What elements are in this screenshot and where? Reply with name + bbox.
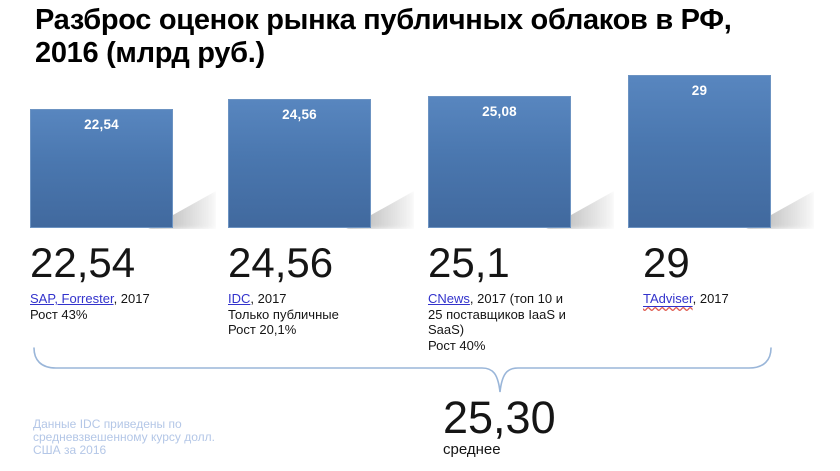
source-note: Рост 43% bbox=[30, 306, 88, 322]
bar-value-label: 29 bbox=[691, 83, 708, 98]
source-note: Только публичные bbox=[228, 306, 339, 322]
page-title-line-2: 2016 (млрд руб.) bbox=[35, 37, 265, 69]
footnote: Данные IDC приведены по средневзвешенном… bbox=[33, 418, 215, 457]
chart-bar-tadviser: 29 bbox=[628, 75, 771, 228]
source-note: Рост 40% bbox=[428, 337, 486, 353]
page-title: Разброс оценок рынка публичных облаков в… bbox=[35, 4, 732, 70]
spellcheck-underline: TAdviser bbox=[643, 291, 693, 306]
chart-bar-cnews: 25,08 bbox=[428, 96, 571, 228]
source-link-cnews[interactable]: CNews bbox=[428, 291, 470, 306]
source-year: , 2017 bbox=[250, 291, 287, 306]
source-year: , 2017 bbox=[692, 291, 729, 306]
bar-value-label: 24,56 bbox=[282, 107, 317, 122]
average-brace bbox=[33, 347, 772, 393]
source-block-idc: IDC, 2017 Только публичные Рост 20,1% bbox=[228, 291, 378, 338]
bar-value-label: 25,08 bbox=[482, 104, 517, 119]
source-link-sap-forrester[interactable]: SAP, Forrester bbox=[30, 291, 114, 306]
average-value: 25,30 bbox=[443, 392, 556, 443]
footnote-line-1: Данные IDC приведены по bbox=[33, 417, 182, 431]
source-year: , 2017 (топ 10 и 25 поставщиков IaaS и S… bbox=[428, 291, 566, 337]
bar-value-label: 22,54 bbox=[84, 117, 119, 132]
page-title-line-1: Разброс оценок рынка публичных облаков в… bbox=[35, 4, 732, 36]
source-block-sap-forrester: SAP, Forrester, 2017 Рост 43% bbox=[30, 291, 180, 322]
average-caption: среднее bbox=[443, 441, 501, 458]
source-year: , 2017 bbox=[113, 291, 150, 306]
source-block-tadviser: TAdviser, 2017 bbox=[643, 291, 793, 307]
source-note: Рост 20,1% bbox=[228, 322, 297, 337]
estimate-value-sap-forrester: 22,54 bbox=[30, 239, 136, 286]
estimate-value-idc: 24,56 bbox=[228, 239, 334, 286]
chart-bar-idc: 24,56 bbox=[228, 99, 371, 228]
footnote-line-3: США за 2016 bbox=[33, 443, 107, 457]
source-link-idc[interactable]: IDC bbox=[228, 291, 251, 306]
estimate-value-tadviser: 29 bbox=[643, 239, 690, 286]
footnote-line-2: средневзвешенному курсу долл. bbox=[33, 430, 215, 444]
source-block-cnews: CNews, 2017 (топ 10 и 25 поставщиков Iaa… bbox=[428, 291, 578, 353]
source-link-tadviser[interactable]: TAdviser bbox=[643, 291, 693, 306]
estimate-value-cnews: 25,1 bbox=[428, 239, 510, 286]
chart-bar-sap-forrester: 22,54 bbox=[30, 109, 173, 228]
